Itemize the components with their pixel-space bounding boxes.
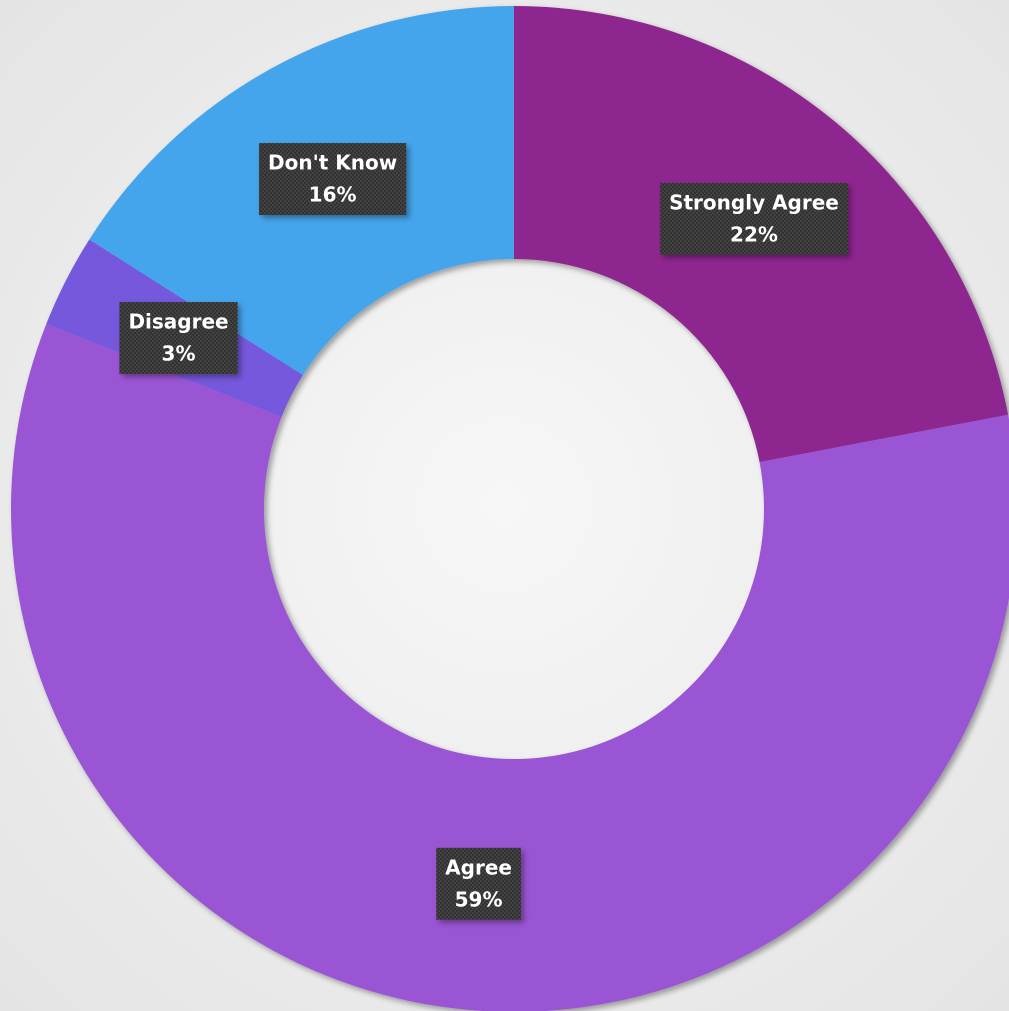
label-box [436, 847, 521, 920]
label-category: Agree [445, 855, 512, 879]
labels: Strongly Agree 22% Agree 59% Disagree 3% Don't… [119, 143, 848, 920]
label-value: 3% [162, 342, 196, 366]
data-label: Strongly Agree 22% [660, 182, 848, 255]
label-value: 59% [455, 887, 503, 911]
data-label: Disagree 3% [119, 302, 238, 375]
data-label: Agree 59% [436, 847, 521, 920]
label-value: 16% [309, 183, 357, 207]
label-box [660, 182, 848, 255]
label-value: 22% [730, 222, 778, 246]
label-box [119, 302, 238, 375]
label-category: Don't Know [268, 151, 397, 175]
slice [11, 323, 1009, 1011]
data-label: Don't Know 16% [259, 143, 407, 216]
label-category: Disagree [128, 310, 228, 334]
label-box [259, 143, 407, 216]
label-category: Strongly Agree [669, 190, 839, 214]
